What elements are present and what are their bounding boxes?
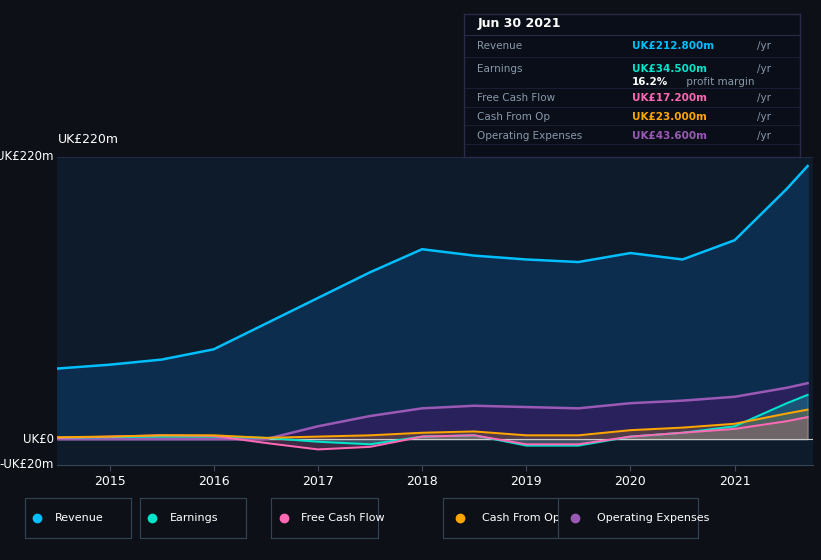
Text: Operating Expenses: Operating Expenses (477, 131, 583, 141)
Text: Jun 30 2021: Jun 30 2021 (477, 17, 561, 30)
Text: Earnings: Earnings (169, 513, 218, 523)
Text: 16.2%: 16.2% (632, 77, 668, 87)
Text: Earnings: Earnings (477, 64, 523, 74)
Text: UK£220m: UK£220m (0, 150, 53, 164)
Text: Free Cash Flow: Free Cash Flow (477, 92, 556, 102)
Text: /yr: /yr (757, 131, 771, 141)
Text: UK£34.500m: UK£34.500m (632, 64, 707, 74)
Text: UK£17.200m: UK£17.200m (632, 92, 707, 102)
Text: UK£212.800m: UK£212.800m (632, 41, 714, 51)
Text: UK£220m: UK£220m (57, 133, 118, 146)
Text: -UK£20m: -UK£20m (0, 458, 53, 472)
Text: Revenue: Revenue (54, 513, 103, 523)
Text: Free Cash Flow: Free Cash Flow (300, 513, 384, 523)
Text: UK£0: UK£0 (23, 433, 53, 446)
Text: UK£23.000m: UK£23.000m (632, 112, 707, 122)
Text: Revenue: Revenue (477, 41, 522, 51)
Text: Cash From Op: Cash From Op (477, 112, 550, 122)
Text: UK£43.600m: UK£43.600m (632, 131, 707, 141)
Text: /yr: /yr (757, 112, 771, 122)
Text: /yr: /yr (757, 64, 771, 74)
Text: /yr: /yr (757, 41, 771, 51)
Text: profit margin: profit margin (683, 77, 754, 87)
Text: /yr: /yr (757, 92, 771, 102)
Text: Operating Expenses: Operating Expenses (598, 513, 709, 523)
Text: Cash From Op: Cash From Op (483, 513, 560, 523)
